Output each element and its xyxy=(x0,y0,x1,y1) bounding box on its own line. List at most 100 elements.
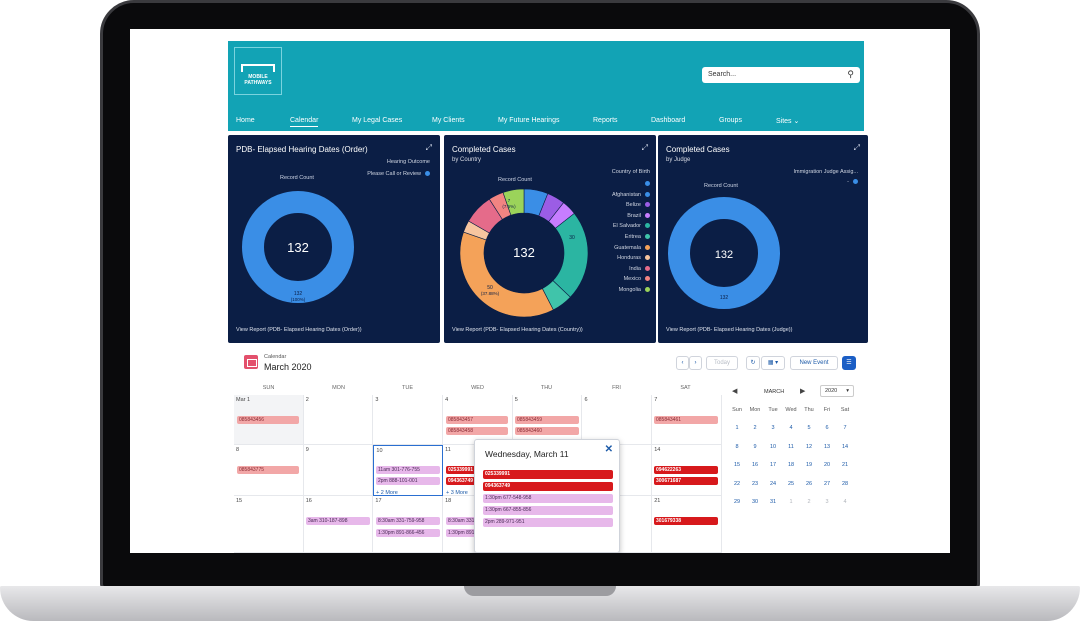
calendar-event[interactable]: 1:30pm 891-866-456 xyxy=(376,529,440,537)
mini-prev-month-button[interactable]: ◀ xyxy=(732,388,738,395)
nav-dashboard[interactable]: Dashboard xyxy=(651,117,686,124)
calendar-day-cell[interactable]: 2 xyxy=(303,395,374,445)
mini-day[interactable]: 15 xyxy=(733,462,741,468)
mini-day[interactable]: 3 xyxy=(771,425,775,431)
mini-day[interactable]: 14 xyxy=(841,443,849,450)
calendar-event[interactable]: 094363749 xyxy=(446,477,486,485)
mini-day[interactable]: 28 xyxy=(841,480,849,487)
donut-slice[interactable] xyxy=(242,191,354,303)
mini-day[interactable]: 13 xyxy=(823,443,831,450)
nav-sites[interactable]: Sites ⌄ xyxy=(776,117,799,125)
calendar-event[interactable]: 11am 301-776-755 xyxy=(376,466,440,474)
view-report-link[interactable]: View Report (PDB- Elapsed Hearing Dates … xyxy=(236,327,362,333)
nav-my-clients[interactable]: My Clients xyxy=(432,117,465,124)
calendar-day-cell[interactable]: 3 xyxy=(373,395,444,445)
mini-day[interactable]: 16 xyxy=(751,462,759,468)
nav-home[interactable]: Home xyxy=(236,117,255,124)
next-month-button[interactable]: › xyxy=(689,356,702,370)
mini-day[interactable]: 9 xyxy=(753,443,757,450)
legend-item[interactable]: Brazil xyxy=(627,213,650,219)
expand-icon[interactable]: ⤢ xyxy=(425,143,432,152)
calendar-event[interactable]: 094622263 xyxy=(654,466,718,474)
nav-reports[interactable]: Reports xyxy=(593,117,618,124)
calendar-day-cell[interactable]: 6 xyxy=(582,395,653,445)
calendar-event[interactable]: 085843461 xyxy=(654,416,718,424)
prev-month-button[interactable]: ‹ xyxy=(676,356,689,370)
legend-item[interactable]: Honduras xyxy=(617,255,650,261)
donut-slice[interactable] xyxy=(459,231,554,318)
year-select[interactable]: 2020 ▾ xyxy=(820,385,854,397)
search-icon[interactable]: ⚲ xyxy=(847,69,854,79)
legend-item[interactable]: Please Call or Review xyxy=(367,171,430,177)
popover-event[interactable]: 1:30pm 667-855-856 xyxy=(483,506,613,515)
mini-day[interactable]: 24 xyxy=(769,480,777,487)
mini-day[interactable]: 18 xyxy=(787,462,795,468)
legend-item[interactable]: Eritrea xyxy=(625,234,650,240)
legend-item[interactable] xyxy=(641,181,650,187)
legend-item[interactable]: Mongolia xyxy=(619,287,650,293)
close-icon[interactable]: ✕ xyxy=(604,444,613,455)
mini-day[interactable]: 11 xyxy=(788,443,794,450)
popover-event[interactable]: 025339991 xyxy=(483,470,613,479)
legend-item[interactable]: Guatemala xyxy=(614,245,650,251)
calendar-view-button[interactable]: ▦ ▾ xyxy=(761,356,785,370)
legend-item[interactable]: - xyxy=(847,179,858,185)
calendar-event[interactable]: 085843458 xyxy=(446,427,508,435)
mini-day[interactable]: 20 xyxy=(823,462,831,468)
mini-day[interactable]: 25 xyxy=(787,480,795,487)
legend-item[interactable]: El Salvador xyxy=(613,223,650,229)
refresh-button[interactable]: ↻ xyxy=(746,356,760,370)
list-view-button[interactable]: ☰ xyxy=(842,356,856,370)
mini-day[interactable]: 23 xyxy=(751,480,759,487)
calendar-event[interactable]: 085843456 xyxy=(237,416,299,424)
mini-day[interactable]: 5 xyxy=(807,425,811,431)
popover-event[interactable]: 2pm 289-971-951 xyxy=(483,518,613,527)
mini-day[interactable]: 2 xyxy=(753,425,757,431)
legend-item[interactable]: India xyxy=(629,266,650,272)
more-events-link[interactable]: + 3 More xyxy=(446,490,468,496)
legend-item[interactable]: Afghanistan xyxy=(612,192,650,198)
expand-icon[interactable]: ⤢ xyxy=(853,143,860,152)
calendar-event[interactable]: 085843459 xyxy=(515,416,579,424)
mini-day[interactable]: 10 xyxy=(769,443,777,450)
mini-day[interactable]: 8 xyxy=(735,443,739,450)
calendar-event[interactable]: 8:30am 331-755-908 xyxy=(446,517,486,525)
mini-day[interactable]: 27 xyxy=(823,480,831,487)
search-input[interactable]: Search... ⚲ xyxy=(702,67,860,83)
calendar-event[interactable]: 2pm 888-101-001 xyxy=(376,477,440,485)
popover-event[interactable]: 094363749 xyxy=(483,482,613,491)
mini-day[interactable]: 1 xyxy=(735,425,739,431)
popover-event[interactable]: 1:30pm 677-548-958 xyxy=(483,494,613,503)
mini-day[interactable]: 4 xyxy=(789,425,793,431)
mini-day[interactable]: 12 xyxy=(805,443,813,450)
calendar-event[interactable]: 3am 310-187-898 xyxy=(306,517,370,525)
calendar-event[interactable]: 300671687 xyxy=(654,477,718,485)
mini-day[interactable]: 30 xyxy=(751,499,759,505)
mini-day[interactable]: 7 xyxy=(843,425,847,431)
view-report-link[interactable]: View Report (PDB- Elapsed Hearing Dates … xyxy=(452,327,583,333)
calendar-event[interactable]: 085843457 xyxy=(446,416,508,424)
nav-calendar[interactable]: Calendar xyxy=(290,117,319,127)
expand-icon[interactable]: ⤢ xyxy=(641,143,648,152)
nav-my-legal-cases[interactable]: My Legal Cases xyxy=(352,117,403,124)
view-report-link[interactable]: View Report (PDB- Elapsed Hearing Dates … xyxy=(666,327,793,333)
today-button[interactable]: Today xyxy=(706,356,738,370)
legend-item[interactable]: Belize xyxy=(626,202,650,208)
legend-item[interactable]: Mexico xyxy=(624,276,650,282)
calendar-event[interactable]: 1:30pm 891-866-456 xyxy=(446,529,486,537)
new-event-button[interactable]: New Event xyxy=(790,356,838,370)
calendar-event[interactable]: 085843460 xyxy=(515,427,579,435)
donut-slice[interactable] xyxy=(502,188,525,216)
more-events-link[interactable]: + 2 More xyxy=(376,490,398,496)
nav-my-future-hearings[interactable]: My Future Hearings xyxy=(498,117,560,124)
mini-day[interactable]: 1 xyxy=(789,499,793,505)
mini-day[interactable]: 26 xyxy=(805,480,813,487)
mini-day[interactable]: 29 xyxy=(733,499,741,505)
calendar-day-cell[interactable]: 15 xyxy=(234,496,304,553)
mini-day[interactable]: 17 xyxy=(769,462,777,468)
calendar-day-cell[interactable]: 9 xyxy=(303,445,374,496)
calendar-event[interactable]: 085843775 xyxy=(237,466,299,474)
nav-groups[interactable]: Groups xyxy=(719,117,742,124)
donut-slice[interactable] xyxy=(668,197,780,309)
mini-next-month-button[interactable]: ▶ xyxy=(800,388,806,395)
